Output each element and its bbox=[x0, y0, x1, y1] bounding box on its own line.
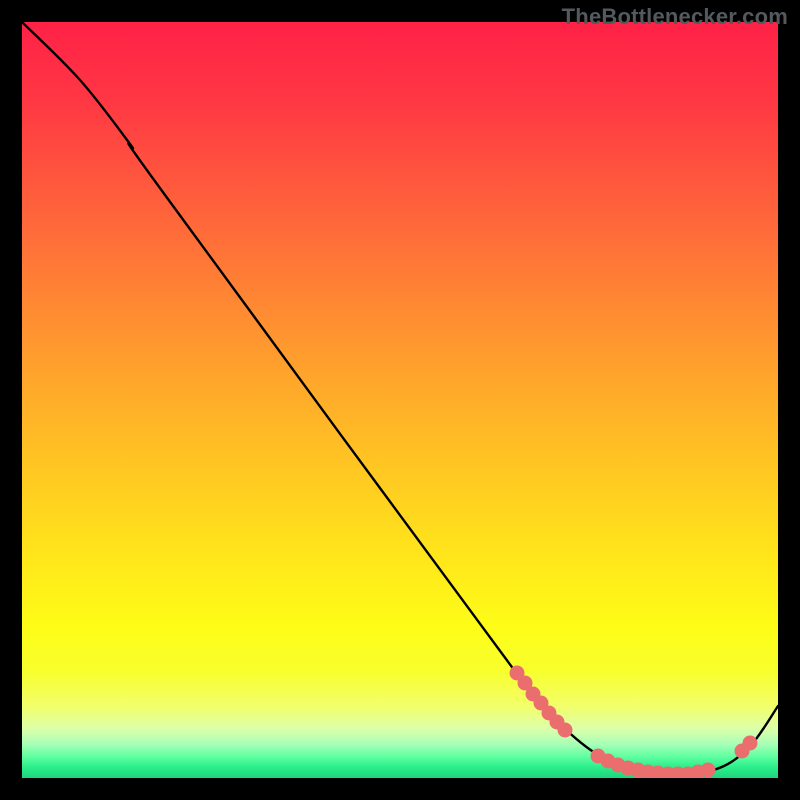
marker-point bbox=[558, 723, 573, 738]
bottleneck-chart bbox=[0, 0, 800, 800]
attribution-text: TheBottlenecker.com bbox=[562, 4, 788, 30]
marker-point bbox=[743, 736, 758, 751]
marker-point bbox=[701, 763, 716, 778]
plot-area bbox=[22, 22, 778, 778]
